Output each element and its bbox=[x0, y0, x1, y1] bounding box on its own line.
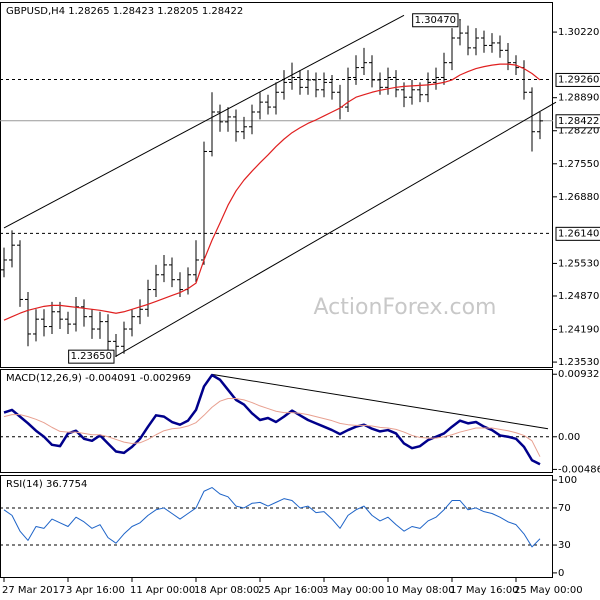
y-tick-label: 0.00 bbox=[558, 432, 580, 443]
x-tick-label: 10 May 08:00 bbox=[386, 585, 455, 596]
pane-border bbox=[0, 369, 553, 473]
x-tick-label: 11 Apr 00:00 bbox=[130, 585, 195, 596]
y-tick-label: 1.28890 bbox=[558, 93, 599, 104]
watermark: ActionForex.com bbox=[314, 295, 497, 320]
pane-title: GBPUSD,H4 1.28265 1.28423 1.28205 1.2842… bbox=[6, 6, 243, 17]
pane-border bbox=[0, 2, 553, 368]
level-label-box bbox=[555, 72, 600, 87]
annotation-point bbox=[115, 355, 117, 357]
price-annotation: 1.23650 bbox=[71, 351, 112, 362]
series-line bbox=[3, 487, 541, 548]
x-tick-label: 18 Apr 08:00 bbox=[194, 585, 259, 596]
y-tick-label: 1.24870 bbox=[558, 291, 599, 302]
series-line bbox=[3, 63, 541, 321]
x-tick-label: 3 Apr 16:00 bbox=[66, 585, 125, 596]
level-label-box bbox=[555, 114, 600, 129]
level-label-box bbox=[555, 226, 600, 241]
x-tick-label: 3 May 00:00 bbox=[322, 585, 384, 596]
level-label: 1.28422 bbox=[558, 116, 599, 127]
price-annotation-box bbox=[412, 13, 459, 28]
price-annotation-box bbox=[68, 349, 115, 364]
x-tick-label: 17 May 16:00 bbox=[450, 585, 519, 596]
trendline bbox=[115, 101, 557, 357]
x-tick-label: 27 Mar 2017 bbox=[2, 585, 65, 596]
y-tick-label: 1.28220 bbox=[558, 126, 599, 137]
pane-title: MACD(12,26,9) -0.004091 -0.002969 bbox=[6, 373, 191, 384]
series-line bbox=[3, 373, 541, 466]
trendline bbox=[211, 373, 549, 430]
y-tick-label: 100 bbox=[558, 475, 577, 486]
y-tick-label: 1.26880 bbox=[558, 192, 599, 203]
y-tick-label: 1.24190 bbox=[558, 325, 599, 336]
pane-title: RSI(14) 36.7754 bbox=[6, 479, 87, 490]
y-tick-label: 70 bbox=[558, 503, 571, 514]
y-tick-label: 0 bbox=[558, 568, 564, 579]
trendline bbox=[3, 14, 405, 229]
y-tick-label: 1.25530 bbox=[558, 258, 599, 269]
y-tick-label: 0.009321 bbox=[558, 369, 600, 380]
level-label: 1.26140 bbox=[558, 228, 599, 239]
y-tick-label: 1.23530 bbox=[558, 357, 599, 368]
annotation-point bbox=[459, 18, 461, 21]
x-tick-label: 25 May 00:00 bbox=[514, 585, 583, 596]
y-tick-label: 30 bbox=[558, 540, 571, 551]
series-line bbox=[3, 398, 541, 457]
x-tick-label: 25 Apr 16:00 bbox=[258, 585, 323, 596]
y-tick-label: 1.27550 bbox=[558, 159, 599, 170]
price-annotation: 1.30470 bbox=[415, 15, 456, 26]
level-label: 1.29260 bbox=[558, 74, 599, 85]
y-tick-label: -0.004866 bbox=[558, 464, 600, 475]
pane-border bbox=[0, 475, 553, 578]
y-tick-label: 1.30220 bbox=[558, 27, 599, 38]
